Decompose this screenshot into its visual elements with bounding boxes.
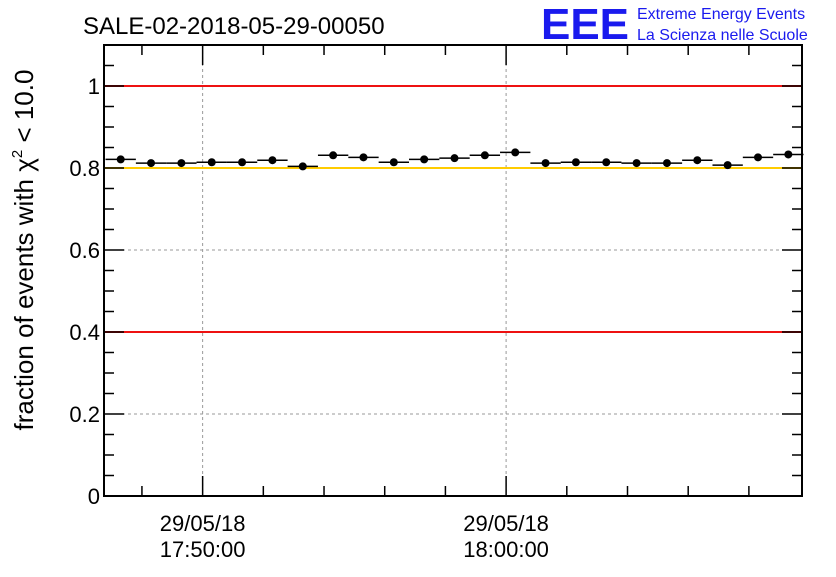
chart-title: SALE-02-2018-05-29-00050 xyxy=(83,13,385,40)
data-point xyxy=(480,151,489,160)
y-tick-label: 1 xyxy=(88,74,100,99)
data-point xyxy=(177,159,186,168)
eee-logo-line2: La Scienza nelle Scuole xyxy=(637,27,808,44)
data-points xyxy=(105,148,804,171)
reference-lines xyxy=(104,85,802,333)
eee-logo-letters: EEE xyxy=(541,0,629,49)
y-axis-title-prefix: fraction of events with xyxy=(9,172,39,431)
y-axis-title-suffix: < 10.0 xyxy=(9,70,39,150)
eee-logo-line1: Extreme Energy Events xyxy=(637,6,805,23)
data-point xyxy=(511,148,520,157)
y-tick-label: 0.2 xyxy=(69,402,100,427)
x-tick-date-label: 29/05/18 xyxy=(463,511,549,536)
data-point xyxy=(693,156,702,165)
data-point xyxy=(723,161,732,170)
data-point xyxy=(571,158,580,167)
data-point xyxy=(632,159,641,168)
y-tick-label: 0.4 xyxy=(69,320,100,345)
data-point xyxy=(268,156,277,165)
data-point xyxy=(116,155,125,164)
x-tick-time-label: 18:00:00 xyxy=(463,537,549,562)
chi-symbol: χ xyxy=(9,158,39,172)
data-point xyxy=(238,158,247,167)
data-point xyxy=(329,151,338,160)
y-tick-label: 0.6 xyxy=(69,238,100,263)
data-point xyxy=(298,162,307,171)
data-point xyxy=(207,158,216,167)
data-point xyxy=(450,154,459,163)
data-point xyxy=(389,158,398,167)
y-tick-label: 0 xyxy=(88,484,100,509)
axes: 00.20.40.60.8129/05/1817:50:0029/05/1818… xyxy=(69,44,803,562)
chi-exponent: 2 xyxy=(9,150,26,158)
data-point xyxy=(420,155,429,164)
x-tick-time-label: 17:50:00 xyxy=(160,537,246,562)
data-point xyxy=(541,159,550,168)
y-tick-label: 0.8 xyxy=(69,156,100,181)
data-point xyxy=(602,158,611,167)
x-tick-date-label: 29/05/18 xyxy=(160,511,246,536)
data-point xyxy=(359,153,368,162)
data-point xyxy=(784,150,793,159)
data-point xyxy=(147,159,156,168)
data-point xyxy=(662,159,671,168)
data-point xyxy=(753,153,762,162)
y-axis-title: fraction of events with χ2 < 10.0 xyxy=(9,70,39,431)
eee-logo: EEE Extreme Energy Events La Scienza nel… xyxy=(541,0,808,49)
